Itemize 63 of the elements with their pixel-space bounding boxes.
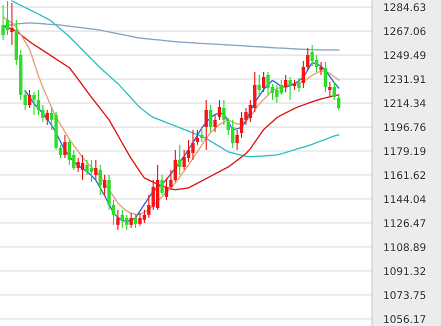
- y-tick-label: 1073.75: [384, 291, 426, 300]
- candlestick: [90, 159, 94, 182]
- y-tick-label: 1284.63: [384, 3, 426, 12]
- y-tick-label: 1091.32: [384, 267, 426, 276]
- y-tick-label: 1267.06: [384, 27, 426, 36]
- candlestick: [191, 129, 195, 160]
- candlestick: [164, 177, 168, 200]
- candlestick: [328, 81, 332, 98]
- candlestick: [80, 154, 84, 180]
- candlestick: [1, 4, 5, 41]
- candlestick: [46, 109, 49, 126]
- candlestick: [337, 94, 340, 110]
- y-tick-label: 1196.76: [384, 123, 426, 132]
- candlestick: [85, 159, 89, 176]
- candlestick: [98, 164, 102, 196]
- candlestick: [23, 89, 27, 110]
- y-tick-label: 1249.49: [384, 51, 426, 60]
- y-tick-label: 1126.47: [384, 219, 426, 228]
- y-tick-label: 1056.17: [384, 315, 426, 324]
- candlestick: [41, 104, 45, 122]
- candlestick: [235, 129, 239, 150]
- candlestick: [142, 209, 146, 224]
- candlestick: [208, 104, 212, 132]
- y-tick-label: 1179.19: [384, 147, 426, 156]
- candlestick: [297, 77, 301, 93]
- candlestick: [182, 149, 186, 170]
- y-tick-label: 1231.91: [384, 75, 426, 84]
- candlestick: [332, 81, 336, 100]
- candlestick: [160, 174, 164, 196]
- y-tick-label: 1214.34: [384, 99, 426, 108]
- candlestick: [222, 99, 226, 126]
- candlestick: [116, 209, 120, 230]
- candlestick: [63, 134, 67, 159]
- candlestick: [275, 84, 279, 104]
- candlestick: [178, 144, 182, 176]
- candlestick: [129, 212, 133, 228]
- candlestick: [262, 71, 266, 93]
- y-tick-label: 1108.89: [384, 243, 426, 252]
- candlestick: [288, 76, 292, 100]
- line-series: [2, 16, 340, 216]
- candlestick: [266, 71, 270, 96]
- candlestick: [200, 127, 204, 143]
- candlestick: [204, 99, 208, 150]
- candlestick: [36, 89, 40, 116]
- y-tick-label: 1161.62: [384, 171, 426, 180]
- candlestick: [102, 174, 106, 196]
- candlestick: [169, 169, 173, 190]
- candlestick: [10, 2, 14, 46]
- candlestick: [314, 54, 318, 72]
- candlestick: [258, 74, 261, 96]
- candlestick: [196, 129, 200, 146]
- candlestick: [94, 159, 98, 180]
- candlestick: [319, 61, 323, 76]
- candlestick: [218, 99, 222, 120]
- candlestick: [302, 60, 306, 88]
- y-tick-label: 1144.04: [384, 195, 426, 204]
- candlestick: [68, 139, 72, 166]
- line-series: [11, 0, 340, 158]
- candlestick: [112, 199, 116, 226]
- candlestick: [28, 89, 32, 109]
- candlestick: [306, 47, 310, 70]
- candlestick: [284, 74, 288, 93]
- candlestick: [174, 149, 177, 182]
